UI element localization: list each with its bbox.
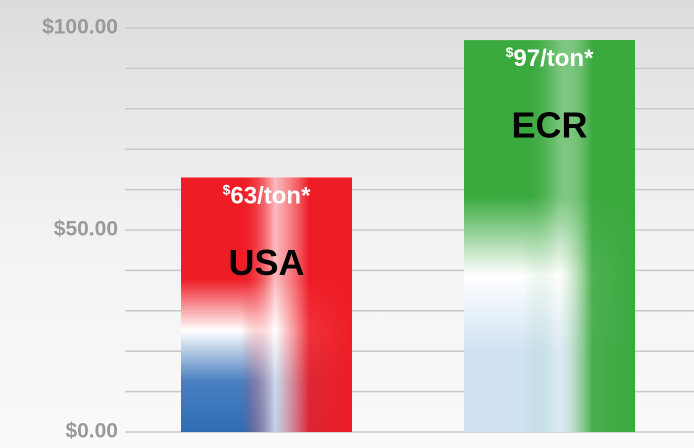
value-label: $63/ton*	[223, 181, 311, 210]
bar-shade	[464, 40, 635, 433]
y-tick-label: $50.00	[54, 218, 118, 241]
y-tick-label: $100.00	[42, 16, 118, 39]
category-label: USA	[228, 242, 304, 283]
value-label: $97/ton*	[506, 44, 594, 73]
y-tick-label: $0.00	[65, 420, 118, 443]
category-label: ECR	[511, 105, 587, 146]
bar-shade	[181, 177, 352, 432]
